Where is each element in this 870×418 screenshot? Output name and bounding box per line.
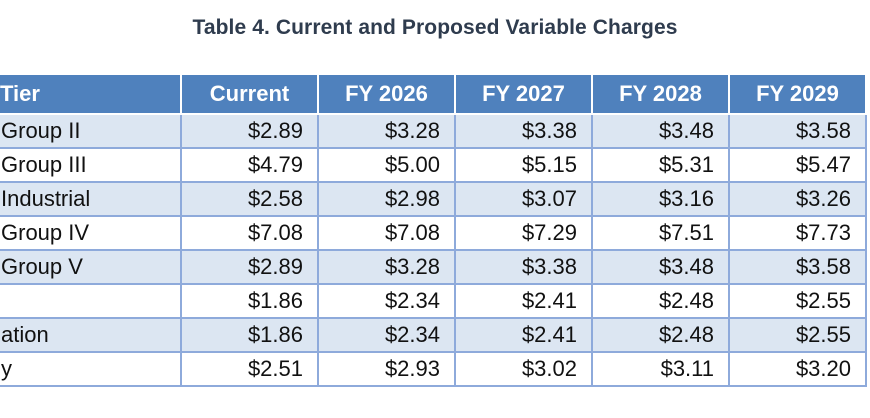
header-row: Tier Current FY 2026 FY 2027 FY 2028 FY … xyxy=(0,73,867,115)
fy2026-cell: $2.34 xyxy=(317,317,456,353)
fy2028-cell: $3.48 xyxy=(591,249,730,285)
table-caption: Table 4. Current and Proposed Variable C… xyxy=(192,16,678,39)
fy2027-cell: $2.41 xyxy=(454,317,593,353)
current-cell: $2.58 xyxy=(180,181,319,217)
header-fy2028: FY 2028 xyxy=(591,73,730,115)
fy2028-cell: $3.11 xyxy=(591,351,730,387)
header-current: Current xyxy=(180,73,319,115)
fy2026-cell: $3.28 xyxy=(317,113,456,149)
fy2028-cell: $2.48 xyxy=(591,317,730,353)
table-row: ation $1.86 $2.34 $2.41 $2.48 $2.55 xyxy=(0,317,867,353)
header-fy2026: FY 2026 xyxy=(317,73,456,115)
variable-charges-table: Tier Current FY 2026 FY 2027 FY 2028 FY … xyxy=(0,73,867,387)
tier-cell xyxy=(0,283,182,319)
fy2028-cell: $5.31 xyxy=(591,147,730,183)
current-cell: $1.86 xyxy=(180,317,319,353)
table-row: Group III $4.79 $5.00 $5.15 $5.31 $5.47 xyxy=(0,147,867,183)
table-row: Group IV $7.08 $7.08 $7.29 $7.51 $7.73 xyxy=(0,215,867,251)
fy2027-cell: $7.29 xyxy=(454,215,593,251)
tier-cell: y xyxy=(0,351,182,387)
current-cell: $2.89 xyxy=(180,249,319,285)
fy2027-cell: $3.07 xyxy=(454,181,593,217)
fy2029-cell: $3.20 xyxy=(728,351,867,387)
header-fy2029: FY 2029 xyxy=(728,73,867,115)
header-tier: Tier xyxy=(0,73,182,115)
current-cell: $7.08 xyxy=(180,215,319,251)
fy2029-cell: $3.58 xyxy=(728,249,867,285)
table-row: $1.86 $2.34 $2.41 $2.48 $2.55 xyxy=(0,283,867,319)
fy2026-cell: $3.28 xyxy=(317,249,456,285)
fy2028-cell: $2.48 xyxy=(591,283,730,319)
tier-cell: Group IV xyxy=(0,215,182,251)
tier-cell: Industrial xyxy=(0,181,182,217)
tier-cell: Group II xyxy=(0,113,182,149)
tier-cell: Group III xyxy=(0,147,182,183)
fy2028-cell: $3.16 xyxy=(591,181,730,217)
tier-cell: Group V xyxy=(0,249,182,285)
current-cell: $2.89 xyxy=(180,113,319,149)
fy2026-cell: $2.98 xyxy=(317,181,456,217)
fy2029-cell: $7.73 xyxy=(728,215,867,251)
fy2029-cell: $2.55 xyxy=(728,283,867,319)
fy2026-cell: $2.34 xyxy=(317,283,456,319)
fy2027-cell: $3.38 xyxy=(454,249,593,285)
fy2026-cell: $7.08 xyxy=(317,215,456,251)
header-fy2027: FY 2027 xyxy=(454,73,593,115)
fy2026-cell: $2.93 xyxy=(317,351,456,387)
fy2029-cell: $5.47 xyxy=(728,147,867,183)
fy2029-cell: $3.26 xyxy=(728,181,867,217)
fy2027-cell: $3.02 xyxy=(454,351,593,387)
fy2028-cell: $3.48 xyxy=(591,113,730,149)
fy2029-cell: $2.55 xyxy=(728,317,867,353)
table-row: Industrial $2.58 $2.98 $3.07 $3.16 $3.26 xyxy=(0,181,867,217)
fy2028-cell: $7.51 xyxy=(591,215,730,251)
table-row: Group V $2.89 $3.28 $3.38 $3.48 $3.58 xyxy=(0,249,867,285)
fy2029-cell: $3.58 xyxy=(728,113,867,149)
fy2027-cell: $3.38 xyxy=(454,113,593,149)
current-cell: $1.86 xyxy=(180,283,319,319)
table-container: Tier Current FY 2026 FY 2027 FY 2028 FY … xyxy=(0,73,870,387)
table-row: Group II $2.89 $3.28 $3.38 $3.48 $3.58 xyxy=(0,113,867,149)
table-row: y $2.51 $2.93 $3.02 $3.11 $3.20 xyxy=(0,351,867,387)
fy2027-cell: $2.41 xyxy=(454,283,593,319)
fy2027-cell: $5.15 xyxy=(454,147,593,183)
fy2026-cell: $5.00 xyxy=(317,147,456,183)
tier-cell: ation xyxy=(0,317,182,353)
current-cell: $2.51 xyxy=(180,351,319,387)
current-cell: $4.79 xyxy=(180,147,319,183)
